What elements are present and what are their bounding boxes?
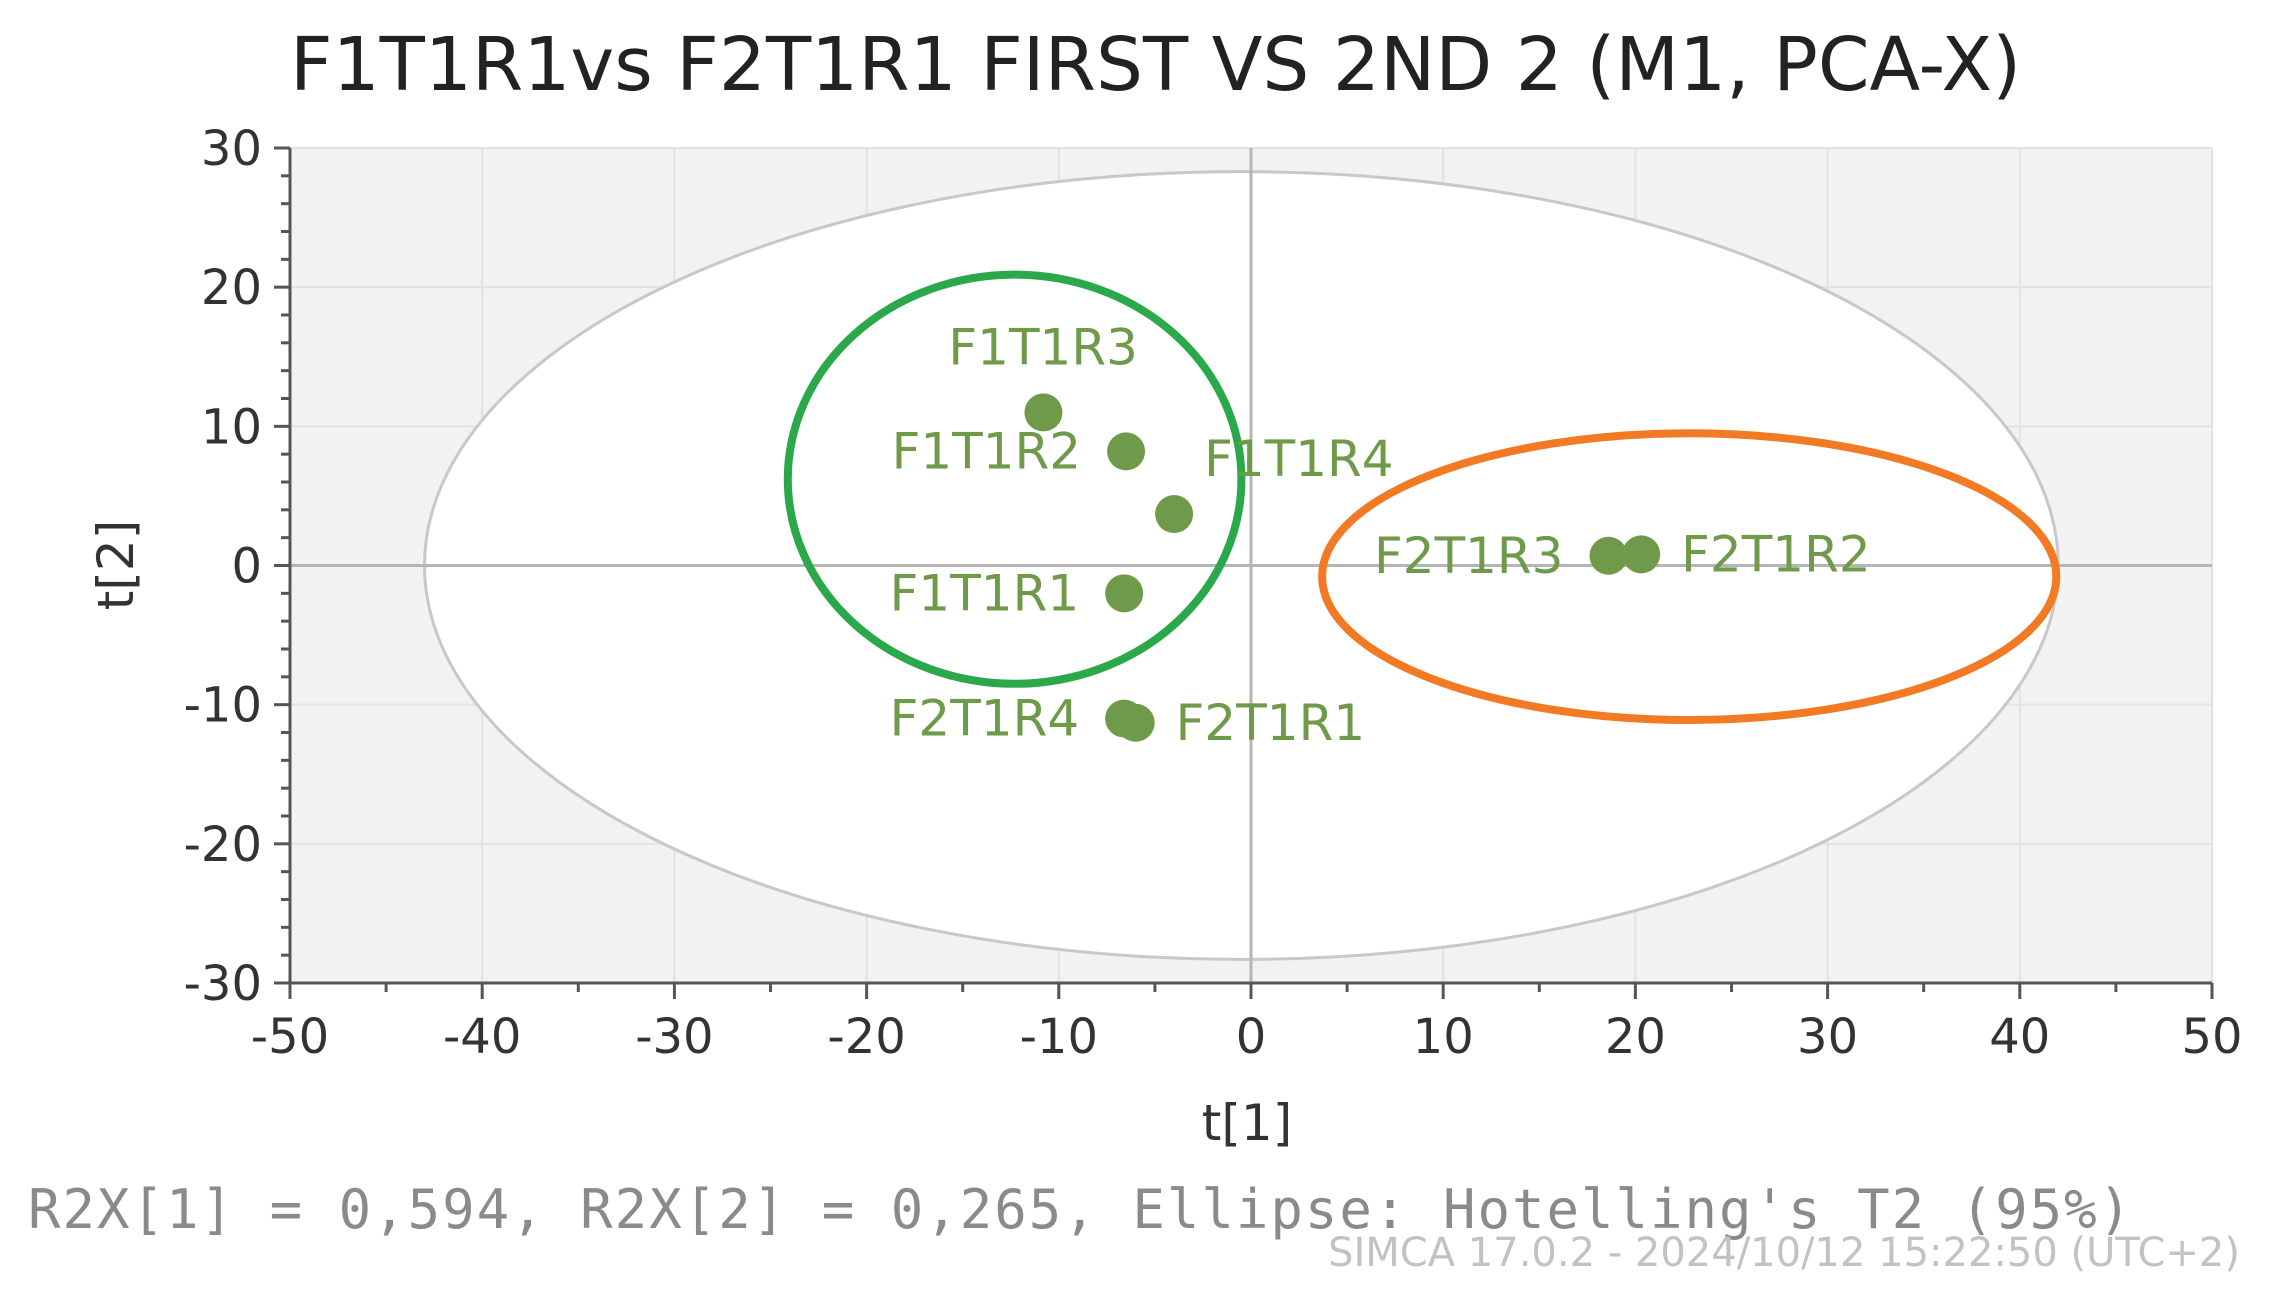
data-point-f1t1r2: [1107, 432, 1146, 471]
data-point-f2t1r3: [1589, 536, 1628, 575]
point-label-f1t1r1: F1T1R1: [890, 564, 1079, 622]
x-tick-label: -50: [251, 1009, 329, 1065]
point-label-f1t1r2: F1T1R2: [892, 422, 1081, 480]
x-tick-label: -40: [443, 1009, 521, 1065]
y-tick-label: -30: [184, 956, 262, 1012]
zero-lines: [290, 148, 2212, 983]
y-tick-label: 20: [201, 260, 262, 316]
software-stamp: SIMCA 17.0.2 - 2024/10/12 15:22:50 (UTC+…: [1328, 1230, 2240, 1276]
point-label-f2t1r3: F2T1R3: [1374, 527, 1563, 585]
point-labels: F1T1R3 F1T1R2 F1T1R4 F1T1R1 F2T1R4 F2T1R1 F2T1…: [890, 318, 1871, 751]
x-tick-label: 40: [1989, 1009, 2050, 1065]
point-label-f2t1r1: F2T1R1: [1176, 694, 1365, 752]
x-tick-label: -10: [1020, 1009, 1098, 1065]
data-point-f1t1r4: [1155, 495, 1194, 534]
x-tick-label: -20: [827, 1009, 905, 1065]
data-point-f1t1r1: [1105, 574, 1144, 613]
x-tick-label: 0: [1236, 1009, 1267, 1065]
data-point-f1t1r3: [1024, 393, 1063, 432]
x-tick-label: 20: [1605, 1009, 1666, 1065]
data-points: [1024, 393, 1661, 742]
x-tick-label: 30: [1797, 1009, 1858, 1065]
footer-variance-text: R2X[1] = 0,594, R2X[2] = 0,265, Ellipse:…: [28, 1178, 2133, 1241]
y-tick-label: 0: [231, 539, 262, 595]
x-tick-label: -30: [635, 1009, 713, 1065]
x-tick-label: 50: [2181, 1009, 2242, 1065]
y-tick-label: 30: [201, 121, 262, 177]
x-axis-label: t[1]: [1202, 1094, 1292, 1152]
group-circles: [783, 270, 2061, 724]
point-label-f1t1r3: F1T1R3: [948, 318, 1137, 376]
y-tick-label: -20: [184, 817, 262, 873]
group-circle-green: [783, 270, 1246, 688]
group-circle-orange: [1318, 429, 2061, 724]
data-point-f2t1r1: [1116, 703, 1155, 742]
axes: -50 -40 -30 -20 -10 0 10 20 30 40 50 30 20 10 0 -10 -20 -…: [184, 121, 2243, 1065]
x-tick-label: 10: [1413, 1009, 1474, 1065]
point-label-f1t1r4: F1T1R4: [1204, 430, 1393, 488]
chart-title: F1T1R1vs F2T1R1 FIRST VS 2ND 2 (M1, PCA-…: [290, 22, 2021, 108]
data-point-f2t1r2: [1622, 535, 1661, 574]
y-tick-label: -10: [184, 678, 262, 734]
point-label-f2t1r2: F2T1R2: [1681, 525, 1870, 583]
y-axis-label: t[2]: [87, 520, 145, 610]
y-tick-label: 10: [201, 399, 262, 455]
point-label-f2t1r4: F2T1R4: [890, 690, 1079, 748]
